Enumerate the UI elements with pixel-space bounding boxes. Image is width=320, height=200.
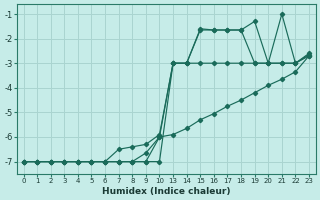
X-axis label: Humidex (Indice chaleur): Humidex (Indice chaleur) xyxy=(102,187,230,196)
